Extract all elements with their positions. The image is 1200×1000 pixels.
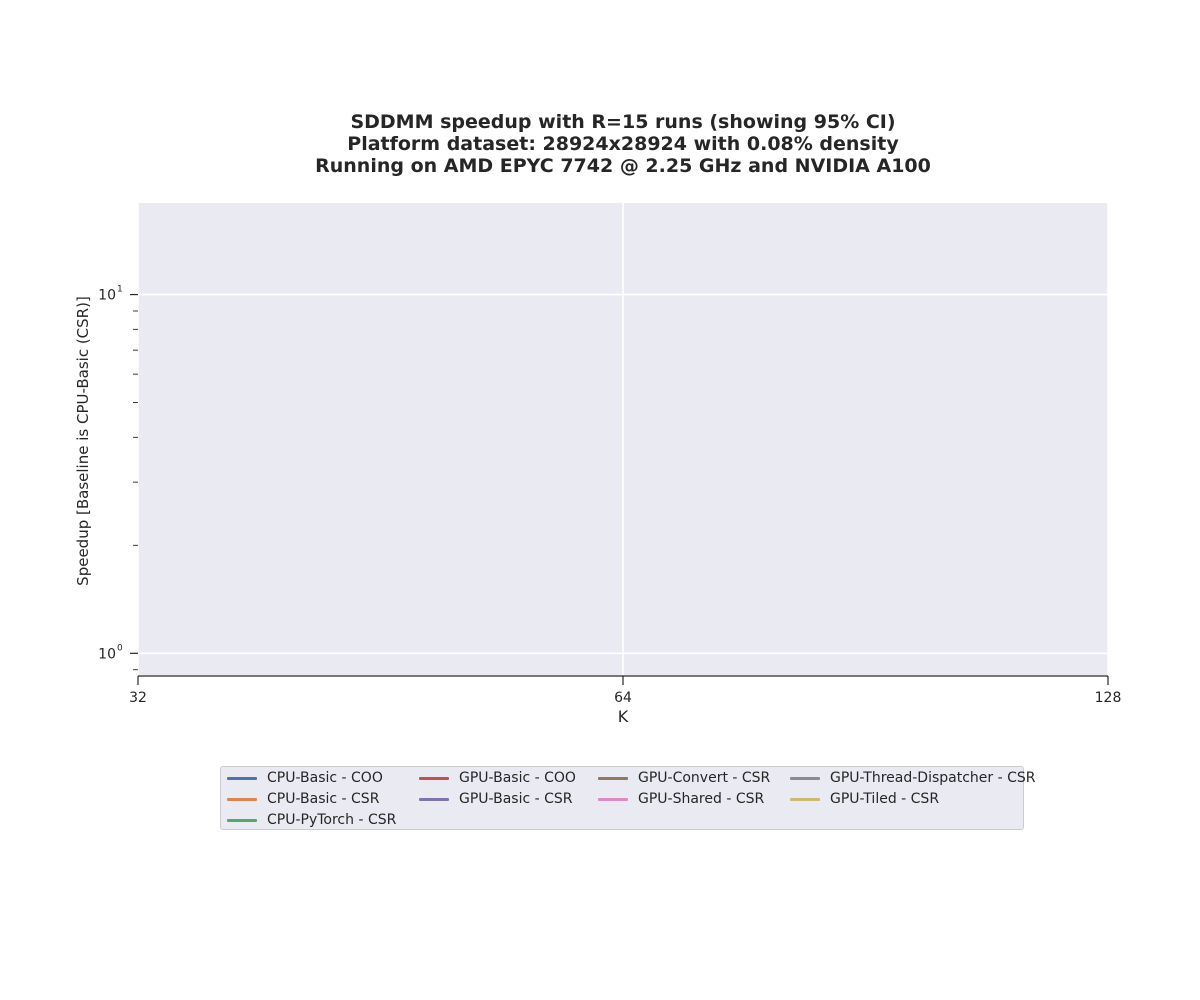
legend-swatch [598,797,628,801]
legend-swatch [790,776,820,780]
legend-label: GPU-Shared - CSR [638,791,765,807]
legend: CPU-Basic - COO CPU-Basic - CSR CPU-PyTorc… [220,766,1036,830]
legend-item: GPU-Basic - CSR [419,789,573,809]
legend-swatch [419,797,449,801]
legend-item: CPU-PyTorch - CSR [227,810,396,830]
y-tick-label-0: 10 [98,646,116,662]
legend-item: GPU-Shared - CSR [598,789,764,809]
legend-label: CPU-PyTorch - CSR [267,812,397,828]
chart-title: SDDMM speedup with R=15 runs (showing 95… [0,111,1200,177]
chart-title-line-1: SDDMM speedup with R=15 runs (showing 95… [350,111,896,133]
x-tick-label-0: 32 [129,690,147,706]
legend-label: CPU-Basic - COO [267,770,383,786]
legend-label: CPU-Basic - CSR [267,791,380,807]
legend-label: GPU-Thread-Dispatcher - CSR [830,770,1036,786]
legend-swatch [227,797,257,801]
legend-label: GPU-Tiled - CSR [830,791,940,807]
legend-item: GPU-Tiled - CSR [790,789,939,809]
legend-label: GPU-Convert - CSR [638,770,771,786]
legend-item: GPU-Convert - CSR [598,768,770,788]
y-tick-label-1: 10 [98,288,116,304]
legend-swatch [419,776,449,780]
x-axis-label: K [618,707,629,726]
x-tick-label-1: 64 [614,690,632,706]
legend-item: GPU-Thread-Dispatcher - CSR [790,768,1036,788]
legend-swatch [227,818,257,822]
chart-title-line-3: Running on AMD EPYC 7742 @ 2.25 GHz and … [315,155,931,177]
y-axis-label: Speedup [Baseline is CPU-Basic (CSR)] [74,296,92,586]
legend-item: GPU-Basic - COO [419,768,576,788]
legend-swatch [598,776,628,780]
legend-item: CPU-Basic - COO [227,768,383,788]
grid-layer [137,203,1109,675]
legend-label: GPU-Basic - CSR [459,791,573,807]
legend-swatch [227,776,257,780]
chart-title-line-2: Platform dataset: 28924x28924 with 0.08%… [347,133,899,155]
legend-swatch [790,797,820,801]
x-tick-label-2: 128 [1095,690,1122,706]
legend-item: CPU-Basic - CSR [227,789,379,809]
legend-label: GPU-Basic - COO [459,770,576,786]
y-tick-label-exp-0: 0 [117,643,123,653]
y-tick-label-exp-1: 1 [117,285,123,295]
